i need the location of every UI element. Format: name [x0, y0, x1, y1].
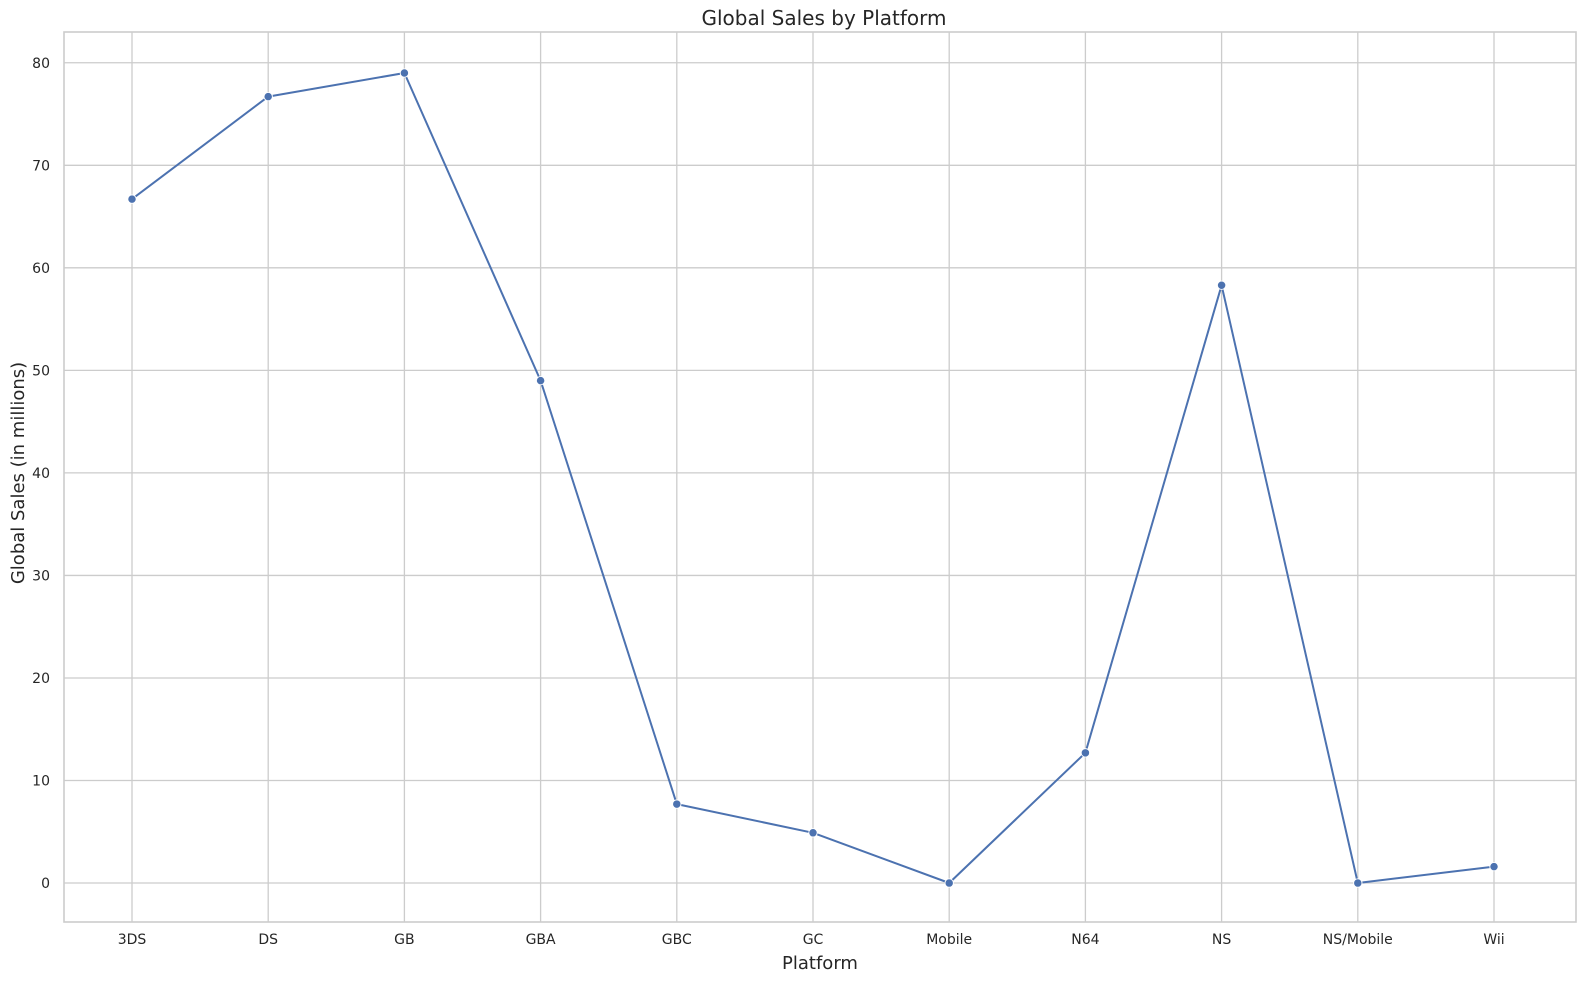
y-axis-ticks: 0 10 20 30 40 50 60 70 80 [32, 56, 50, 892]
x-tick-label: GBC [662, 932, 692, 948]
data-point [944, 878, 954, 888]
x-tick-label: DS [258, 932, 278, 948]
data-point [808, 828, 818, 838]
chart-title: Global Sales by Platform [702, 6, 947, 30]
x-axis-label: Platform [782, 953, 858, 974]
data-point [1080, 748, 1091, 758]
y-tick-label: 50 [32, 363, 50, 379]
data-point [672, 799, 682, 809]
x-axis-ticks: 3DS DS GB GBA GBC GC Mobile N64 NS NS/Mobile Wii [118, 932, 1505, 948]
data-point [1489, 861, 1499, 872]
y-tick-label: 20 [32, 671, 50, 687]
data-point [399, 68, 410, 78]
y-tick-label: 80 [32, 56, 50, 72]
x-tick-label: NS [1212, 932, 1231, 948]
data-point [127, 194, 137, 204]
x-tick-label: GC [803, 932, 824, 948]
plot-frame [63, 31, 1577, 923]
x-tick-label: 3DS [118, 932, 147, 948]
data-point [263, 91, 273, 102]
data-point [1353, 878, 1363, 888]
y-tick-label: 40 [32, 466, 50, 482]
x-tick-label: N64 [1071, 932, 1099, 948]
x-tick-label: GBA [526, 932, 556, 948]
x-tick-label: Mobile [926, 932, 972, 948]
y-tick-label: 70 [32, 158, 50, 174]
y-tick-label: 10 [32, 774, 50, 790]
grid [64, 32, 1576, 922]
x-tick-label: NS/Mobile [1323, 932, 1393, 948]
data-point [1216, 280, 1227, 290]
y-tick-label: 30 [32, 568, 50, 584]
data-point [535, 375, 546, 386]
y-axis-label: Global Sales (in millions) [8, 362, 29, 584]
series-markers [127, 68, 1499, 888]
y-tick-label: 0 [41, 876, 50, 892]
x-tick-label: GB [394, 932, 414, 948]
y-tick-label: 60 [32, 261, 50, 277]
x-tick-label: Wii [1483, 932, 1504, 948]
